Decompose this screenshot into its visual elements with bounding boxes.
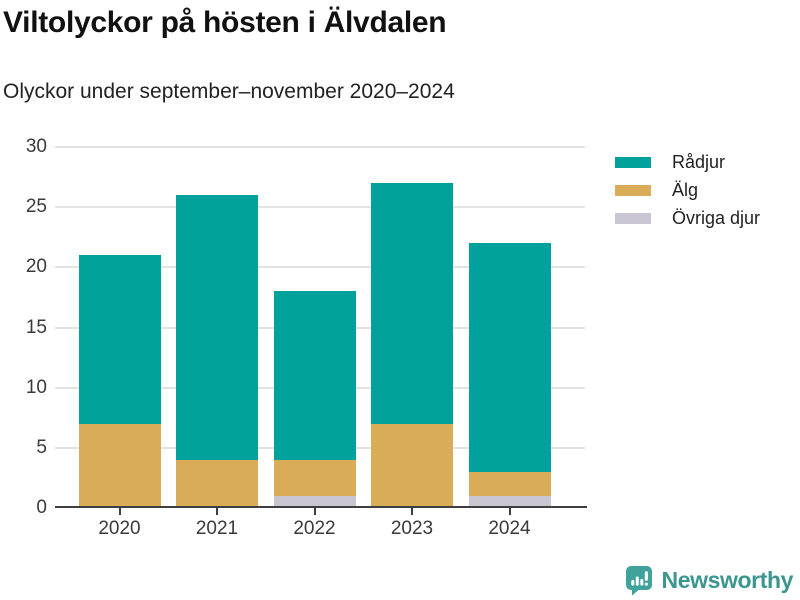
y-tick-label-20: 20	[25, 256, 47, 278]
x-tick-2024	[508, 508, 511, 515]
y-tick-label-25: 25	[25, 196, 47, 218]
bar-segment-2023	[371, 183, 453, 424]
bar-segment-2021	[176, 195, 258, 460]
chart-subtitle: Olyckor under september–november 2020–20…	[3, 80, 455, 103]
x-tick-label-2021: 2021	[195, 518, 239, 539]
x-tick-2022	[313, 508, 316, 515]
bar-segment-2020	[78, 255, 161, 424]
legend-item: Rådjur	[615, 150, 760, 174]
bar-segment-2024	[468, 495, 551, 508]
y-tick-label-5: 5	[36, 436, 47, 458]
legend-label: Övriga djur	[672, 207, 761, 228]
y-tick-label-10: 10	[25, 376, 47, 398]
bar-segment-2022	[273, 495, 356, 508]
x-tick-label-2022: 2022	[293, 518, 336, 539]
bar-segment-2022	[273, 291, 356, 460]
x-tick-2021	[216, 508, 218, 515]
bar-segment-2022	[273, 459, 356, 496]
x-tick-2020	[118, 508, 121, 515]
x-axis-line	[55, 506, 587, 508]
x-tick-label-2020: 2020	[98, 518, 141, 539]
gridline-y-25	[55, 206, 585, 209]
x-tick-2023	[411, 508, 413, 515]
y-tick-label-30: 30	[25, 136, 47, 157]
legend-swatch	[615, 212, 651, 224]
legend-label: Rådjur	[672, 151, 726, 172]
gridline-y-30	[55, 146, 585, 148]
x-tick-label-2023: 2023	[390, 518, 434, 539]
legend: Rådjur Älg Övriga djur	[615, 150, 760, 234]
legend-label: Älg	[672, 179, 699, 200]
y-tick-label-15: 15	[25, 316, 47, 338]
chart-title: Viltolyckor på hösten i Älvdalen	[3, 6, 447, 39]
gridline-y-20	[55, 266, 585, 269]
bar-segment-2020	[78, 423, 161, 508]
legend-item: Övriga djur	[615, 206, 760, 230]
newsworthy-logo-icon	[625, 566, 652, 596]
legend-swatch	[615, 156, 651, 168]
legend-item: Älg	[615, 178, 760, 202]
bar-segment-2023	[371, 423, 453, 508]
y-tick-label-0: 0	[36, 497, 47, 518]
bar-segment-2024	[468, 243, 551, 472]
legend-swatch	[615, 184, 651, 196]
bar-segment-2021	[176, 459, 258, 508]
brand-footer: Newsworthy	[625, 565, 793, 596]
brand-wordmark: Newsworthy	[661, 567, 794, 593]
x-tick-label-2024: 2024	[488, 518, 531, 539]
bar-segment-2024	[468, 471, 551, 496]
